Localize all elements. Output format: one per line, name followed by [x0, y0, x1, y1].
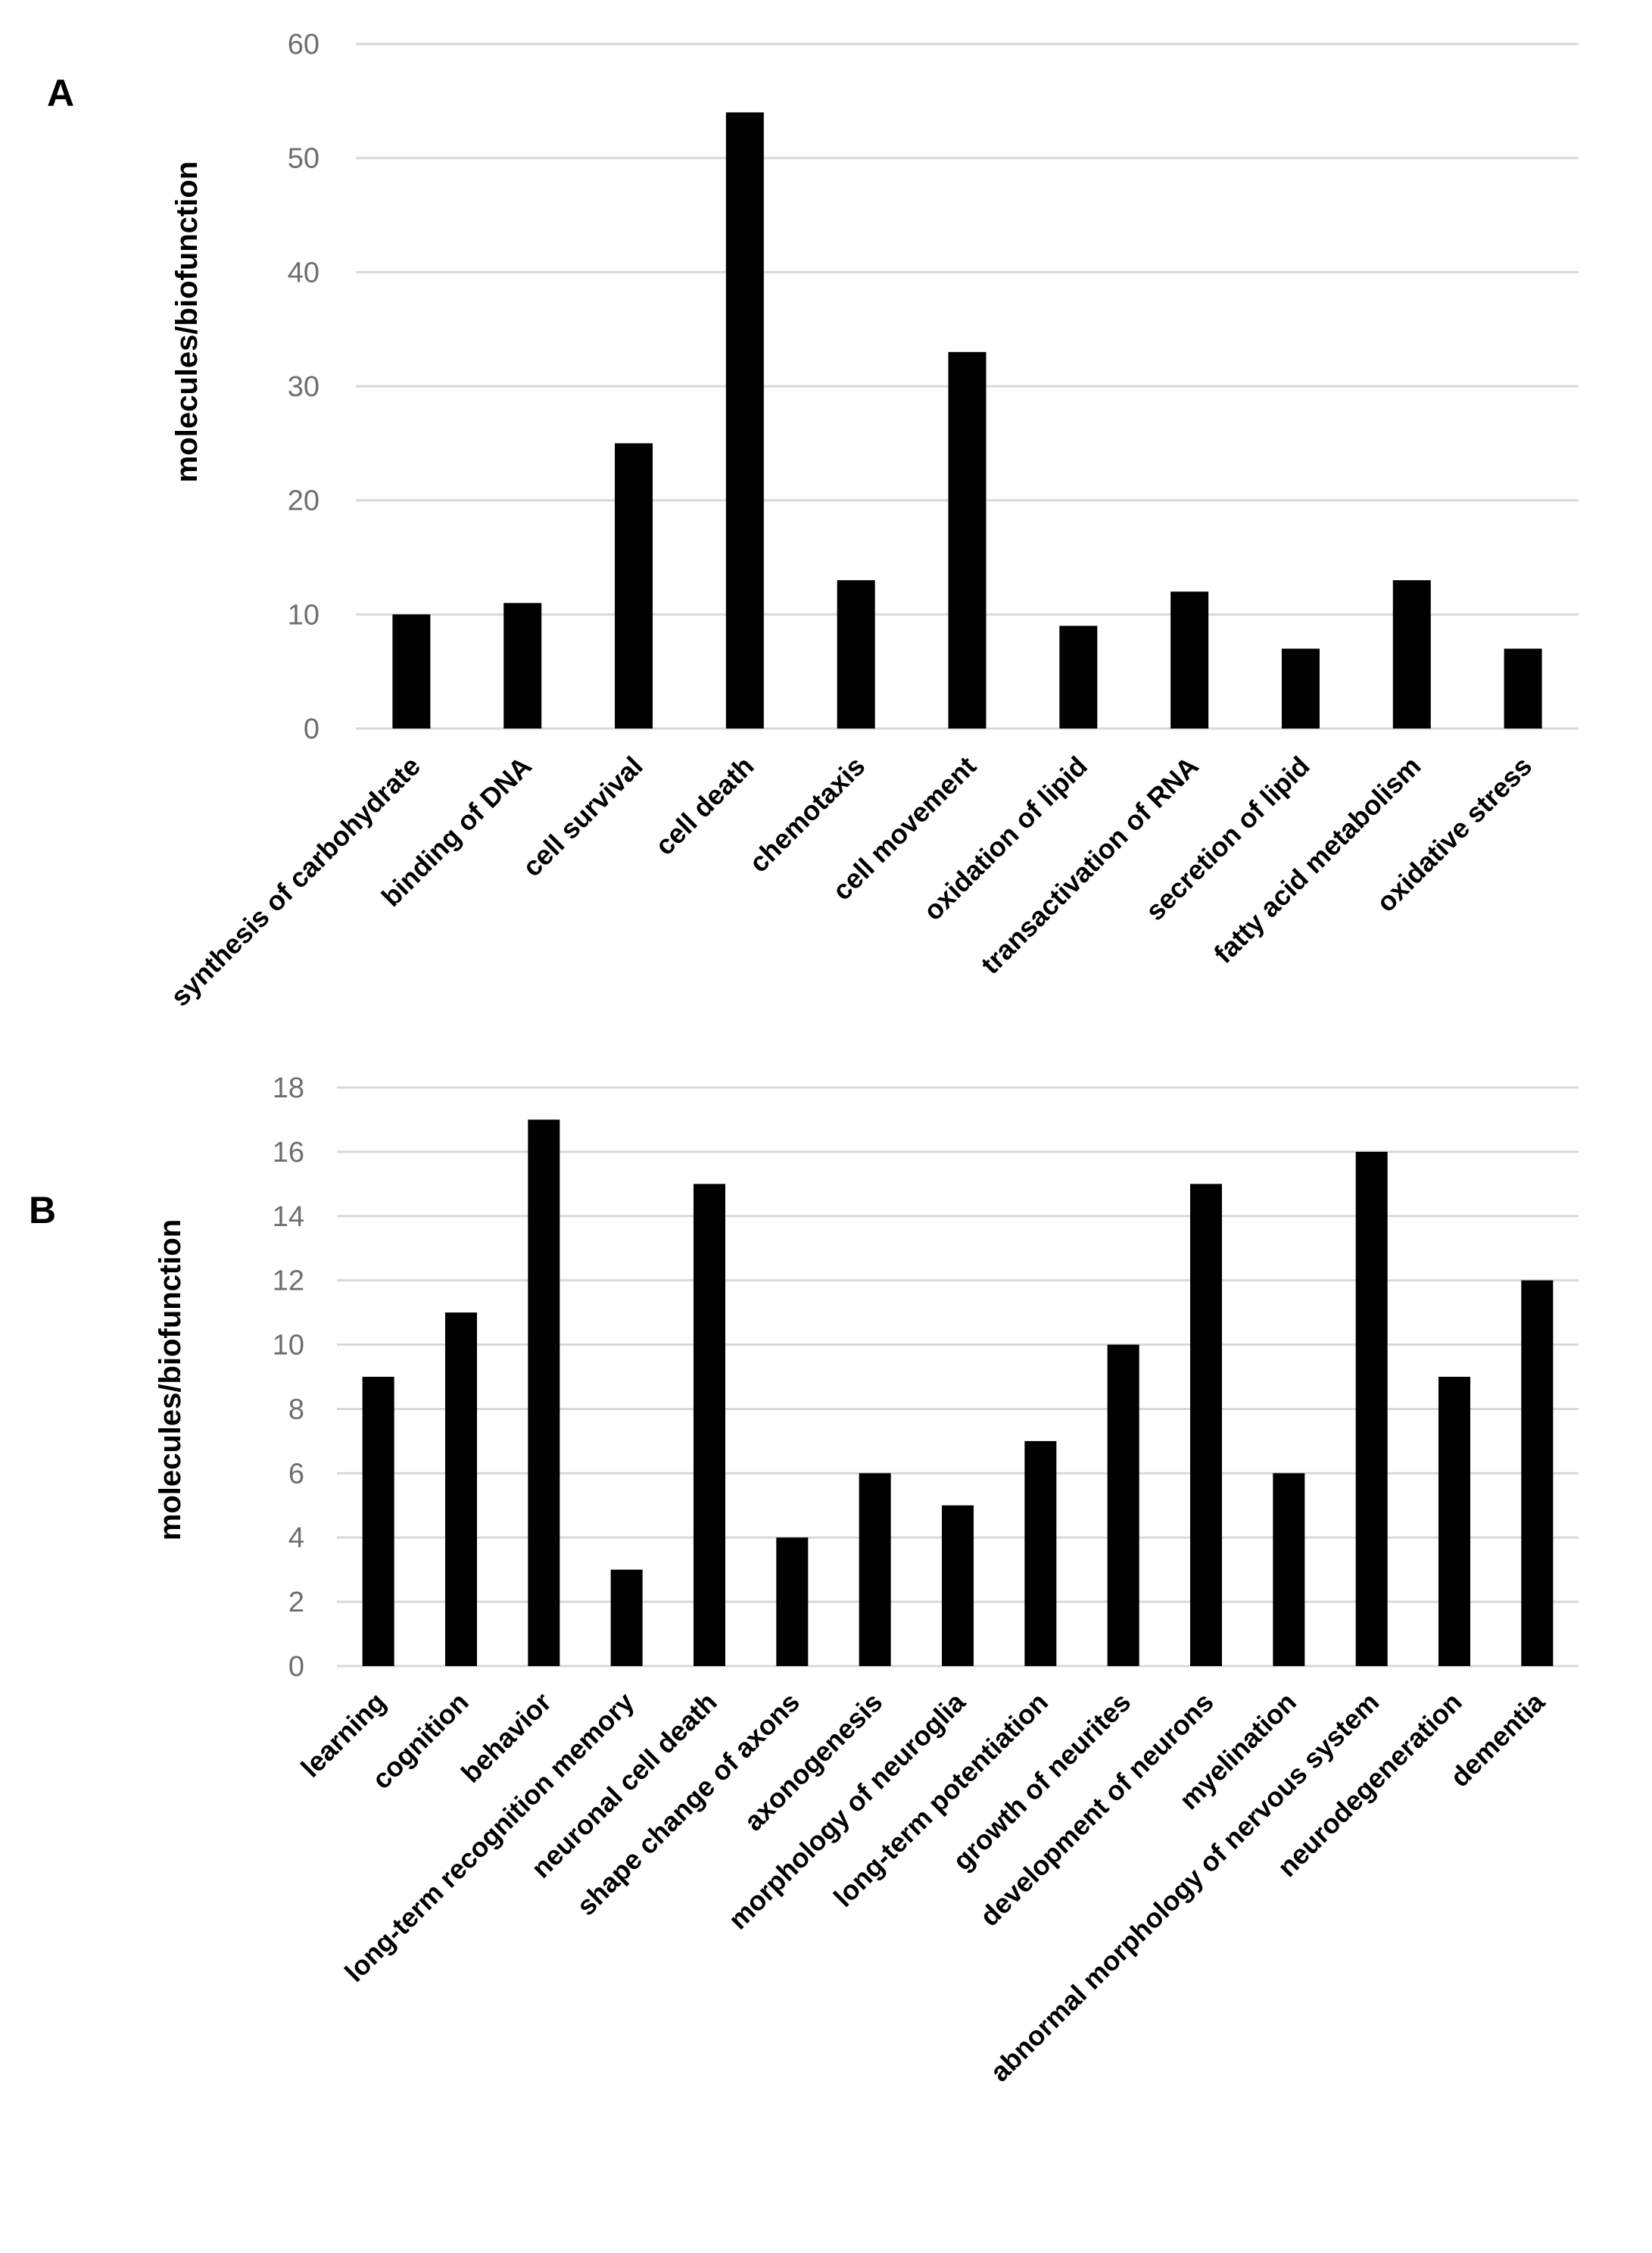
panel-b-y-ticks: 0 2 4 6 8 10 12 14 16 18 [273, 1072, 304, 1683]
y-tick-label: 0 [288, 1651, 304, 1683]
panel-b-y-axis-label: molecules/biofunction [154, 1219, 187, 1540]
y-tick-label: 12 [273, 1265, 304, 1297]
bar [1190, 1184, 1222, 1666]
bar [610, 1569, 643, 1666]
bar [1170, 591, 1209, 729]
panel-a-y-ticks: 0 10 20 30 40 50 60 [288, 29, 319, 745]
bar [392, 614, 431, 729]
x-tick-label: abnormal morphology of nervous system [984, 1687, 1385, 2088]
x-tick-label: cell death [649, 750, 759, 861]
bar [528, 1119, 560, 1666]
panel-a-chart: A molecules/biofunction 0 10 20 30 40 50 60 sy… [47, 29, 1579, 1013]
y-tick-label: 10 [273, 1330, 304, 1362]
y-tick-label: 60 [288, 29, 319, 61]
panel-b-letter: B [29, 1189, 56, 1231]
bar [694, 1184, 725, 1666]
bar [725, 112, 764, 729]
bar [1438, 1377, 1470, 1666]
bar [503, 603, 542, 729]
bar [948, 351, 987, 729]
y-tick-label: 10 [288, 599, 319, 631]
panel-a-letter: A [47, 72, 74, 114]
y-tick-label: 2 [288, 1587, 304, 1618]
x-tick-label: transactivation of RNA [974, 750, 1204, 980]
y-tick-label: 16 [273, 1137, 304, 1169]
bar [1504, 648, 1542, 729]
bar [362, 1377, 394, 1666]
bar [445, 1312, 477, 1666]
bar [1024, 1440, 1057, 1666]
bar [1521, 1280, 1554, 1666]
panel-a-bars [392, 112, 1542, 729]
bar [859, 1473, 891, 1666]
x-tick-label: cell survival [516, 750, 649, 883]
bar [1107, 1344, 1139, 1666]
panel-b-bars [362, 1119, 1554, 1666]
bar [942, 1505, 974, 1666]
y-tick-label: 0 [304, 713, 319, 745]
bar [1059, 626, 1098, 729]
bar [615, 443, 653, 729]
bar [1273, 1473, 1305, 1666]
bar [1281, 648, 1320, 729]
y-tick-label: 18 [273, 1072, 304, 1104]
y-tick-label: 30 [288, 371, 319, 403]
bar [776, 1537, 809, 1666]
y-tick-label: 4 [288, 1522, 304, 1554]
x-tick-label: fatty acid metabolism [1208, 750, 1426, 969]
y-tick-label: 8 [288, 1393, 304, 1425]
bar [1392, 580, 1431, 729]
bar [837, 580, 875, 729]
y-tick-label: 50 [288, 143, 319, 175]
y-tick-label: 20 [288, 485, 319, 517]
panel-b-chart: B molecules/biofunction 024681012141618 … [29, 1072, 1579, 2087]
y-tick-label: 14 [273, 1201, 304, 1233]
panel-a-y-axis-label: molecules/biofunction [170, 161, 204, 482]
y-tick-label: 6 [288, 1458, 304, 1490]
bar [1355, 1151, 1388, 1666]
y-tick-label: 40 [288, 257, 319, 289]
